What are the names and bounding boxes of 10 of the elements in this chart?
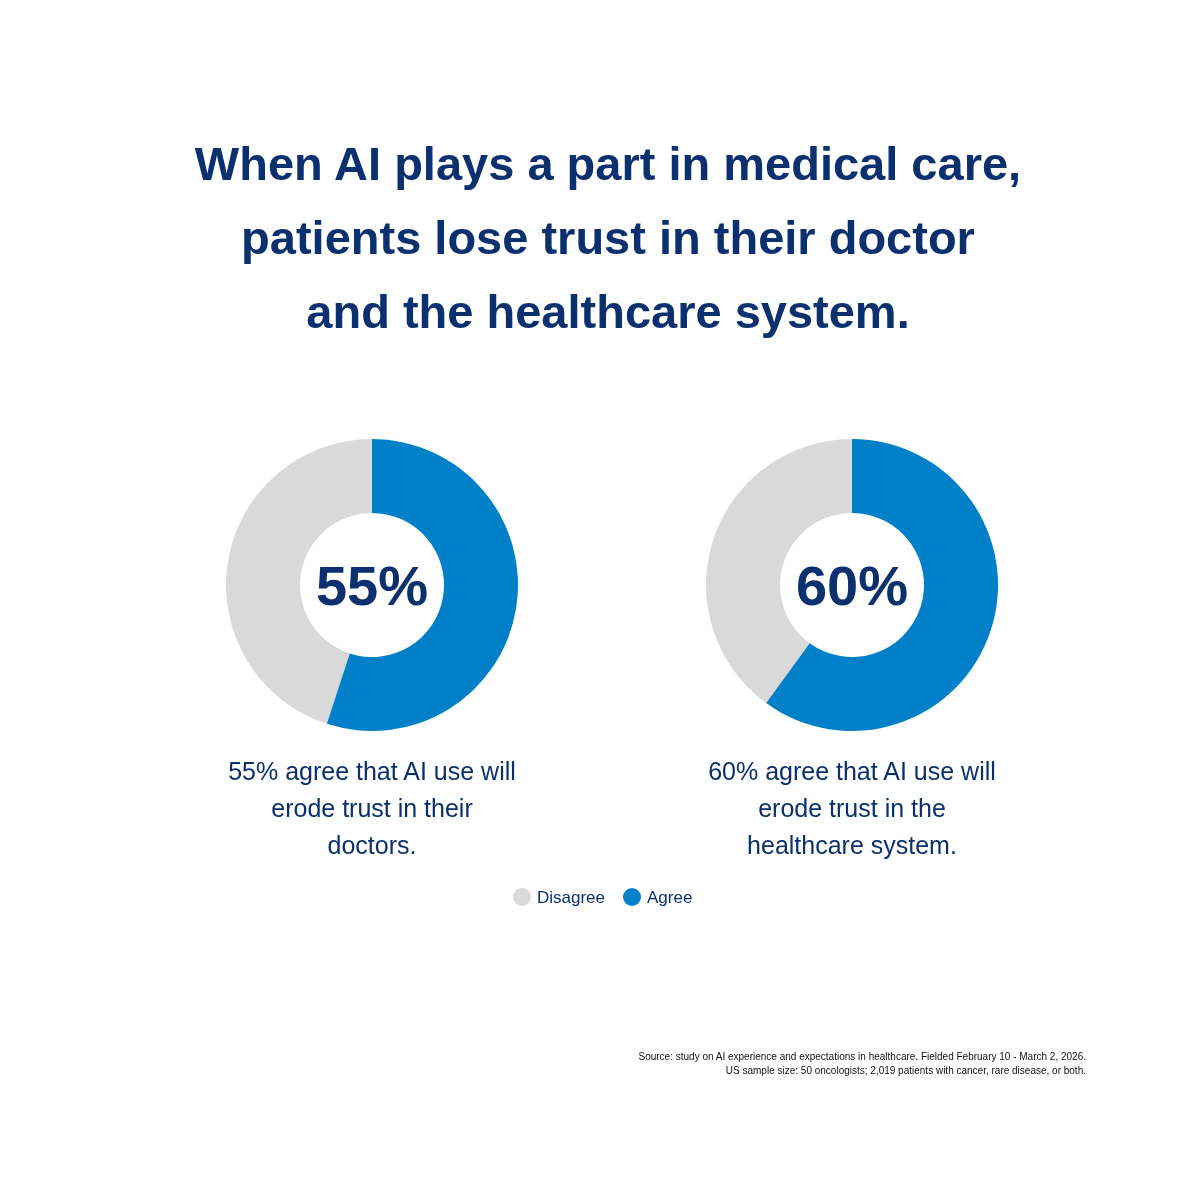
text: 60% agree that AI use will erode trust in the healthcare system. [708,757,996,859]
text: US sample size: 50 oncologists; 2,019 patients with cancer, rare disease, or both. [725,1065,1086,1076]
legend-label: Disagree [537,887,606,907]
source-note: Source: study on AI experience and expectations in healthcare. Fielded February 10 - March 2, 2026. [638,1051,1086,1062]
text: 55% agree that AI use will erode trust in their doctors. [228,757,516,859]
text: 60% [795,553,909,617]
legend-label: Agree [647,887,693,907]
text: 55% [315,553,429,617]
chart-title: When AI plays a part in medical care, patients lose trust in their doctor and the healthcare system. [194,137,1022,338]
donut-slice [766,439,998,731]
